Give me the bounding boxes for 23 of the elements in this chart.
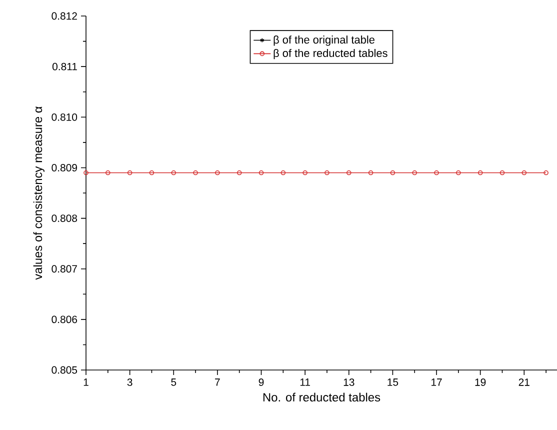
y-tick-label: 0.811 xyxy=(52,62,77,70)
y-axis-title: values of consistency measure α xyxy=(33,106,44,280)
y-tick-label: 0.805 xyxy=(52,366,78,374)
x-tick-label: 7 xyxy=(215,378,220,386)
x-tick-label: 1 xyxy=(84,378,88,386)
y-tick-label: 0.806 xyxy=(52,316,78,324)
legend-label: β of the reducted tables xyxy=(274,48,388,60)
y-tick-label: 0.809 xyxy=(52,164,77,172)
x-tick-label: 15 xyxy=(388,378,398,386)
legend-label: β of the original table xyxy=(274,36,374,46)
y-tick-label: 0.807 xyxy=(52,265,77,273)
x-tick-label: 21 xyxy=(518,378,530,386)
y-tick-label: 0.812 xyxy=(52,12,77,20)
x-tick-label: 3 xyxy=(127,378,132,386)
x-tick-label: 19 xyxy=(475,378,486,386)
x-tick-label: 17 xyxy=(431,378,442,386)
x-tick-label: 13 xyxy=(344,378,354,386)
y-tick-label: 0.810 xyxy=(52,113,78,121)
x-tick-label: 5 xyxy=(171,378,176,386)
x-axis-title: No. of reducted tables xyxy=(263,392,380,402)
y-tick-label: 0.808 xyxy=(52,214,78,222)
x-tick-label: 11 xyxy=(300,378,310,386)
x-tick-label: 9 xyxy=(258,378,264,386)
